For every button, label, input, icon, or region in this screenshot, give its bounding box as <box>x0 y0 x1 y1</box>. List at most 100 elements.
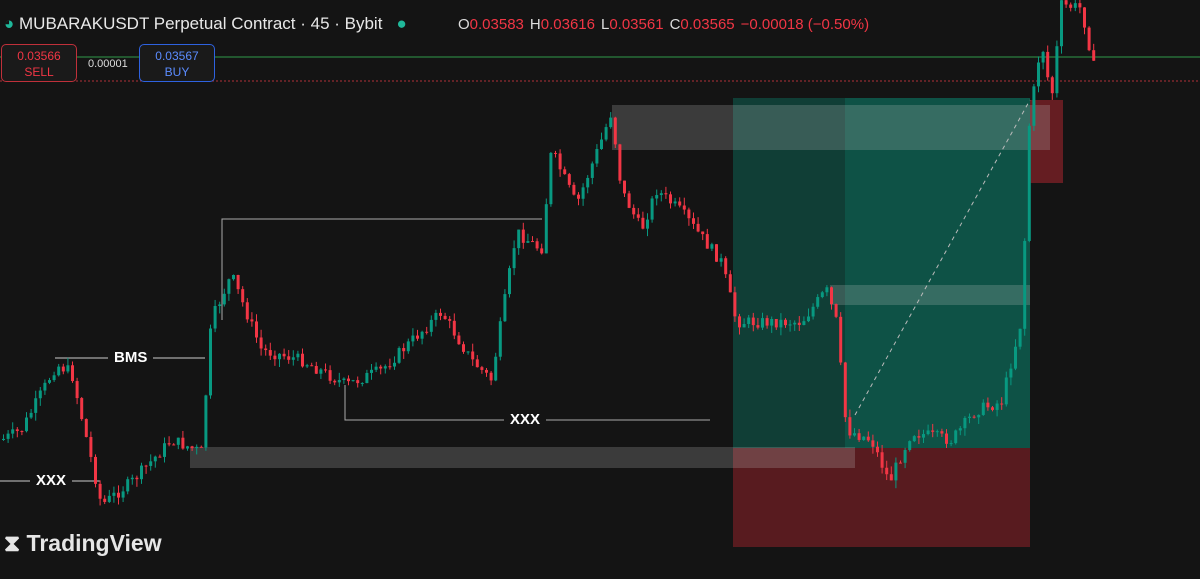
candle-body <box>793 322 797 325</box>
candle-body <box>135 477 139 480</box>
candle-body <box>544 204 548 254</box>
candle-body <box>1041 51 1045 63</box>
candle-body <box>586 177 590 188</box>
ohlc-key: C <box>669 16 681 33</box>
candle-body <box>172 444 176 446</box>
candle-body <box>719 258 723 262</box>
candle-body <box>370 369 373 373</box>
candle-body <box>655 195 659 199</box>
candle-body <box>669 194 672 204</box>
candle-body <box>213 306 217 329</box>
candle-body <box>940 431 944 434</box>
candle-body <box>931 430 935 432</box>
candle-body <box>659 193 663 196</box>
candle-body <box>765 318 769 326</box>
candle-body <box>903 449 907 463</box>
candle-body <box>521 229 525 243</box>
candle-body <box>15 429 19 432</box>
candle-body <box>636 214 640 218</box>
ohlc-value: 0.03561 <box>609 16 664 33</box>
candle-body <box>820 292 824 298</box>
candle-body <box>866 436 870 441</box>
candle-body <box>1032 86 1036 126</box>
candle-body <box>1064 0 1068 5</box>
ohlc-value: 0.03583 <box>469 16 524 33</box>
candle-body <box>84 419 88 438</box>
candle-body <box>43 382 47 391</box>
candle-body <box>899 462 902 464</box>
buy-label: BUY <box>164 65 190 79</box>
candle-body <box>462 344 465 352</box>
candle-body <box>301 353 304 367</box>
candle-body <box>853 433 856 436</box>
candle-body <box>397 348 401 363</box>
candle-body <box>503 294 507 322</box>
candle-body <box>452 320 456 336</box>
candle-body <box>830 287 833 305</box>
candle-body <box>728 274 732 293</box>
candle-body <box>756 325 760 328</box>
candle-body <box>351 380 355 382</box>
candle-body <box>1046 51 1050 78</box>
xxx-label: XXX <box>504 411 547 428</box>
candle-body <box>894 462 898 481</box>
candle-body <box>296 353 300 358</box>
candle-body <box>774 318 778 328</box>
candle-body <box>1004 377 1008 405</box>
candle-body <box>209 328 212 396</box>
candle-body <box>176 437 180 445</box>
candle-body <box>917 436 921 438</box>
structure-line <box>221 218 542 320</box>
candle-body <box>742 323 746 328</box>
buy-button[interactable]: 0.03567 BUY <box>139 44 215 82</box>
symbol-title: ◕ MUBARAKUSDT Perpetual Contract · 45 · … <box>4 14 407 33</box>
candle-body <box>158 456 162 458</box>
sell-button[interactable]: 0.03566 SELL <box>1 44 77 82</box>
candle-body <box>1060 0 1063 47</box>
ohlc-key: H <box>529 16 541 33</box>
title-text: MUBARAKUSDT Perpetual Contract · 45 · By… <box>19 14 383 33</box>
candle-body <box>347 378 350 382</box>
candle-body <box>457 335 461 345</box>
candle-body <box>98 483 102 499</box>
candle-body <box>278 353 281 360</box>
candle-body <box>862 436 866 440</box>
candle-body <box>1078 3 1082 8</box>
candle-body <box>112 492 116 496</box>
candle-body <box>945 433 948 444</box>
candle-body <box>181 437 185 449</box>
candle-body <box>885 467 889 475</box>
candle-body <box>784 319 787 326</box>
candle-body <box>751 317 755 326</box>
candle-body <box>600 139 603 150</box>
mid-zone <box>830 285 1030 305</box>
candle-body <box>540 248 544 254</box>
candle-body <box>977 414 981 418</box>
candle-body <box>595 149 599 164</box>
candle-body <box>632 207 636 215</box>
candle-body <box>627 193 631 208</box>
candle-body <box>687 209 691 219</box>
candle-body <box>912 436 916 442</box>
candle-body <box>604 127 608 140</box>
candle-body <box>227 279 231 294</box>
candle-body <box>843 362 847 418</box>
stop-zone-small <box>1030 100 1063 183</box>
candle-body <box>646 219 649 229</box>
candle-body <box>287 356 291 360</box>
candle-body <box>972 416 976 418</box>
candle-body <box>935 431 939 433</box>
ohlc-key: L <box>600 16 610 33</box>
candle-body <box>788 324 792 326</box>
candle-body <box>1014 346 1017 369</box>
candle-body <box>908 441 912 450</box>
candle-body <box>1092 50 1096 61</box>
candle-body <box>393 362 396 367</box>
candle-body <box>664 193 668 195</box>
candle-body <box>149 461 153 466</box>
candle-body <box>383 366 387 369</box>
candle-body <box>199 446 203 448</box>
candle-body <box>517 229 521 249</box>
candle-body <box>701 231 705 235</box>
candles <box>2 0 1096 506</box>
